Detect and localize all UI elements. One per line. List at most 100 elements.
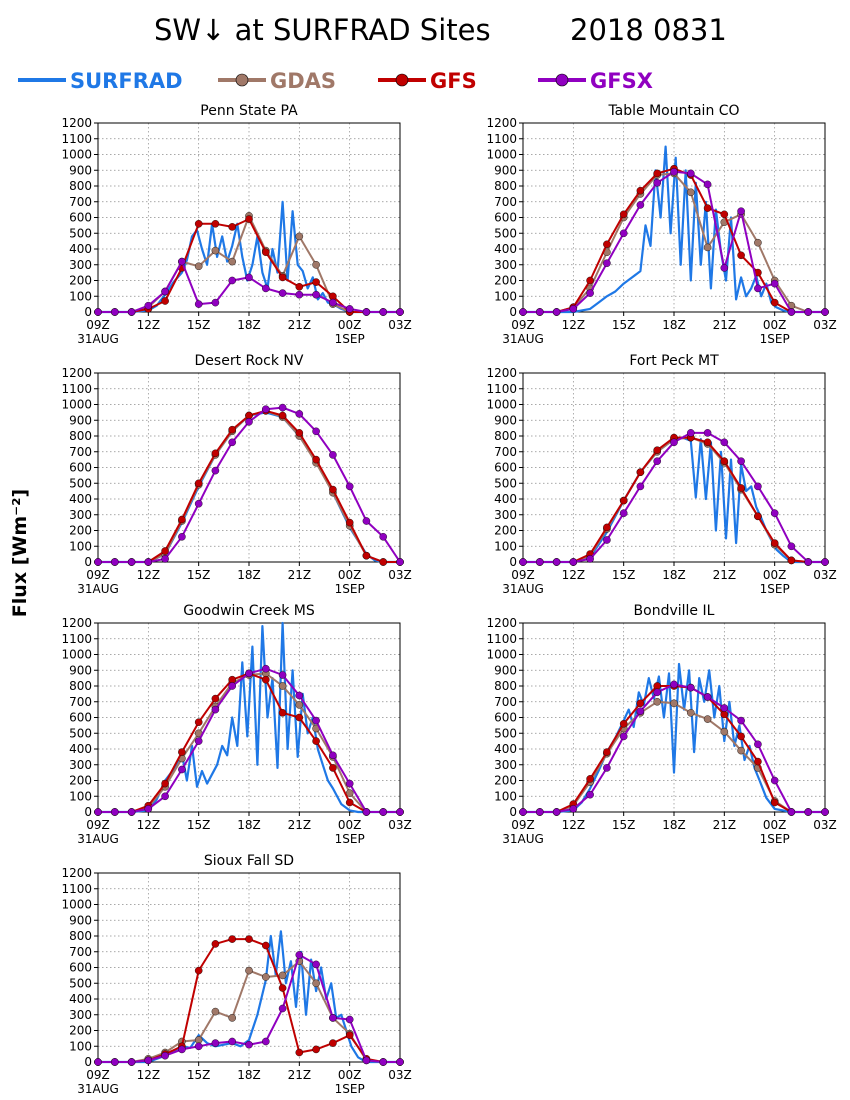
y-tick-label: 0 bbox=[509, 805, 517, 819]
data-point-gfsx bbox=[94, 1058, 102, 1066]
x-tick-label: 18Z bbox=[237, 318, 261, 332]
y-tick-label: 200 bbox=[69, 274, 92, 288]
y-tick-label: 700 bbox=[494, 695, 517, 709]
data-point-gfs bbox=[737, 251, 745, 260]
y-tick-label: 100 bbox=[69, 789, 92, 803]
data-point-gfsx bbox=[178, 257, 186, 266]
y-tick-label: 100 bbox=[494, 539, 517, 553]
data-point-gfsx bbox=[569, 805, 578, 813]
y-tick-label: 1000 bbox=[486, 648, 517, 662]
data-point-gdas bbox=[312, 260, 320, 269]
x-tick-label: 15Z bbox=[187, 1068, 211, 1082]
y-tick-label: 200 bbox=[494, 274, 517, 288]
data-point-gfsx bbox=[754, 740, 762, 749]
data-point-gfs bbox=[754, 512, 762, 521]
data-point-gfsx bbox=[396, 808, 404, 816]
data-point-gfs bbox=[211, 219, 220, 228]
y-tick-label: 1200 bbox=[61, 616, 92, 630]
data-point-gfs bbox=[619, 496, 628, 505]
data-point-gfsx bbox=[552, 558, 561, 566]
data-point-gfsx bbox=[804, 558, 813, 566]
panel-fort-peck-mt: Fort Peck MT0100200300400500600700800900… bbox=[486, 353, 836, 596]
data-point-gfs bbox=[312, 278, 320, 286]
y-tick-label: 0 bbox=[509, 555, 517, 569]
data-point-gfsx bbox=[379, 1058, 388, 1066]
x-tick-date-label: 1SEP bbox=[760, 332, 790, 346]
x-tick-label: 03Z bbox=[388, 818, 412, 832]
legend-label: GFS bbox=[430, 69, 477, 93]
data-point-gfs bbox=[211, 449, 220, 458]
x-tick-label: 09Z bbox=[86, 568, 110, 582]
data-point-gfsx bbox=[619, 732, 628, 741]
data-point-gfsx bbox=[278, 1004, 287, 1013]
data-point-gfsx bbox=[111, 1058, 119, 1066]
y-tick-label: 1000 bbox=[61, 148, 92, 162]
y-tick-label: 300 bbox=[69, 508, 92, 522]
y-tick-label: 400 bbox=[494, 742, 517, 756]
data-point-gfsx bbox=[228, 276, 236, 285]
y-tick-label: 600 bbox=[494, 211, 517, 225]
x-tick-label: 00Z bbox=[763, 568, 787, 582]
data-point-gfs bbox=[194, 479, 203, 488]
data-point-gfsx bbox=[94, 808, 102, 816]
x-tick-label: 00Z bbox=[338, 568, 362, 582]
y-tick-label: 300 bbox=[494, 508, 517, 522]
x-tick-label: 03Z bbox=[388, 318, 412, 332]
data-point-gdas bbox=[670, 699, 678, 708]
data-point-gfs bbox=[245, 215, 253, 223]
data-point-gfsx bbox=[603, 536, 611, 544]
data-point-gdas bbox=[720, 727, 729, 736]
legend-item-gdas: GDAS bbox=[218, 69, 336, 93]
data-point-gfs bbox=[770, 298, 779, 307]
data-point-gfsx bbox=[804, 808, 813, 816]
y-tick-label: 1000 bbox=[61, 898, 92, 912]
data-point-gfsx bbox=[161, 555, 169, 563]
data-point-gfsx bbox=[329, 751, 337, 760]
panel-desert-rock-nv: Desert Rock NV01002003004005006007008009… bbox=[61, 353, 411, 596]
data-point-gdas bbox=[211, 246, 220, 255]
data-point-gfsx bbox=[345, 482, 354, 491]
legend-label: SURFRAD bbox=[70, 69, 183, 93]
y-tick-label: 900 bbox=[69, 413, 92, 427]
data-point-gfsx bbox=[261, 284, 270, 293]
data-point-gfs bbox=[278, 709, 287, 717]
x-tick-label: 12Z bbox=[562, 818, 586, 832]
data-point-gfsx bbox=[312, 716, 320, 725]
data-point-gfsx bbox=[178, 765, 186, 774]
data-point-gfsx bbox=[178, 1045, 186, 1054]
data-point-gfs bbox=[636, 468, 645, 477]
y-tick-label: 1200 bbox=[61, 116, 92, 130]
legend-marker bbox=[235, 73, 249, 87]
data-point-gfs bbox=[754, 757, 762, 766]
data-point-gfs bbox=[278, 273, 287, 282]
y-tick-label: 900 bbox=[69, 913, 92, 927]
data-point-gfsx bbox=[312, 960, 320, 969]
x-tick-label: 21Z bbox=[713, 818, 737, 832]
data-point-gfsx bbox=[295, 951, 304, 959]
data-point-gfsx bbox=[127, 1058, 136, 1066]
data-point-gfs bbox=[178, 748, 186, 756]
data-point-gfs bbox=[228, 223, 236, 231]
x-tick-label: 12Z bbox=[562, 568, 586, 582]
data-point-gfsx bbox=[144, 1056, 153, 1065]
data-point-gfsx bbox=[178, 533, 186, 541]
panel-title: Fort Peck MT bbox=[629, 353, 719, 369]
data-point-gfs bbox=[787, 556, 796, 565]
panel-title: Goodwin Creek MS bbox=[183, 603, 315, 619]
data-point-gfsx bbox=[345, 779, 354, 788]
x-tick-label: 12Z bbox=[137, 818, 161, 832]
panel-title: Bondville IL bbox=[634, 603, 715, 619]
x-tick-label: 00Z bbox=[338, 318, 362, 332]
series-line-surfrad bbox=[523, 436, 825, 564]
y-tick-label: 500 bbox=[494, 226, 517, 240]
data-point-gfsx bbox=[720, 704, 729, 712]
data-point-gfsx bbox=[194, 300, 203, 308]
data-point-gdas bbox=[278, 971, 287, 980]
data-point-gfsx bbox=[228, 1037, 236, 1046]
data-point-gfs bbox=[178, 515, 186, 524]
data-point-gfsx bbox=[586, 289, 594, 297]
data-point-gfsx bbox=[603, 764, 611, 772]
data-point-gfsx bbox=[552, 808, 561, 816]
data-point-gfs bbox=[720, 710, 729, 719]
y-tick-label: 600 bbox=[69, 211, 92, 225]
